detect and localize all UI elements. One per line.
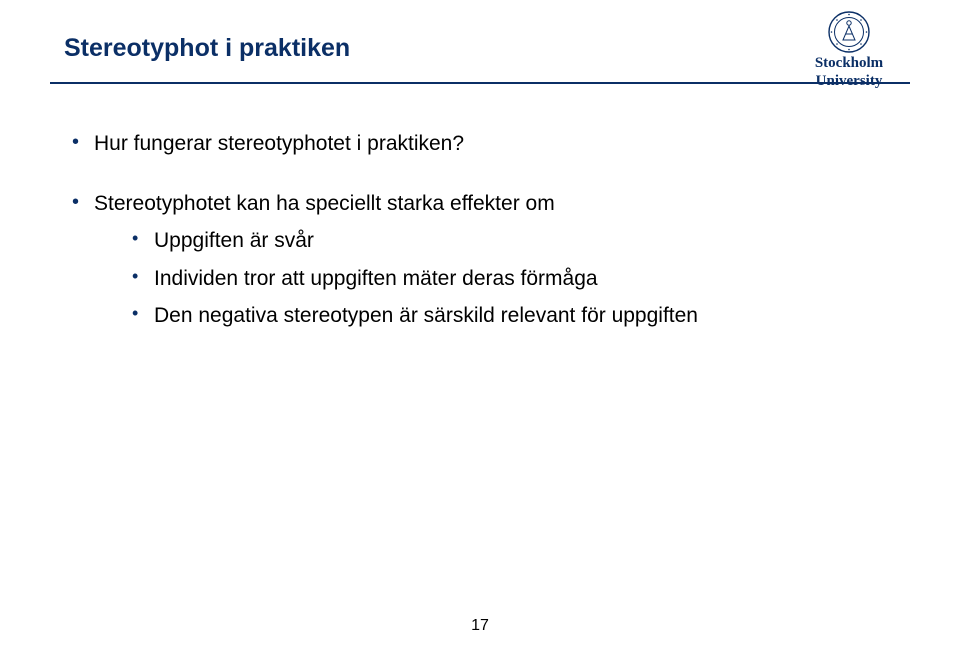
- bullet-text: Uppgiften är svår: [154, 229, 314, 252]
- content-area: Hur fungerar stereotyphotet i praktiken?…: [72, 128, 832, 360]
- horizontal-rule: [50, 82, 910, 84]
- sub-bullet-list: Uppgiften är svår Individen tror att upp…: [132, 225, 832, 332]
- list-item: Individen tror att uppgiften mäter deras…: [132, 263, 832, 295]
- bullet-text: Stereotyphotet kan ha speciellt starka e…: [94, 192, 555, 215]
- list-item: Stereotyphotet kan ha speciellt starka e…: [72, 188, 832, 332]
- bullet-text: Den negativa stereotypen är särskild rel…: [154, 304, 698, 327]
- page-title: Stereotyphot i praktiken: [64, 34, 350, 63]
- list-item: Hur fungerar stereotyphotet i praktiken?: [72, 128, 832, 160]
- bullet-text: Individen tror att uppgiften mäter deras…: [154, 267, 598, 290]
- seal-icon: [827, 10, 871, 54]
- logo-text-line1: Stockholm: [790, 56, 908, 72]
- list-item: Uppgiften är svår: [132, 225, 832, 257]
- bullet-list: Hur fungerar stereotyphotet i praktiken?…: [72, 128, 832, 332]
- page-number: 17: [0, 617, 960, 635]
- slide: Stereotyphot i praktiken Stockholm Un: [0, 0, 960, 651]
- university-logo: Stockholm University: [790, 10, 908, 88]
- list-item: Den negativa stereotypen är särskild rel…: [132, 300, 832, 332]
- bullet-text: Hur fungerar stereotyphotet i praktiken?: [94, 132, 464, 155]
